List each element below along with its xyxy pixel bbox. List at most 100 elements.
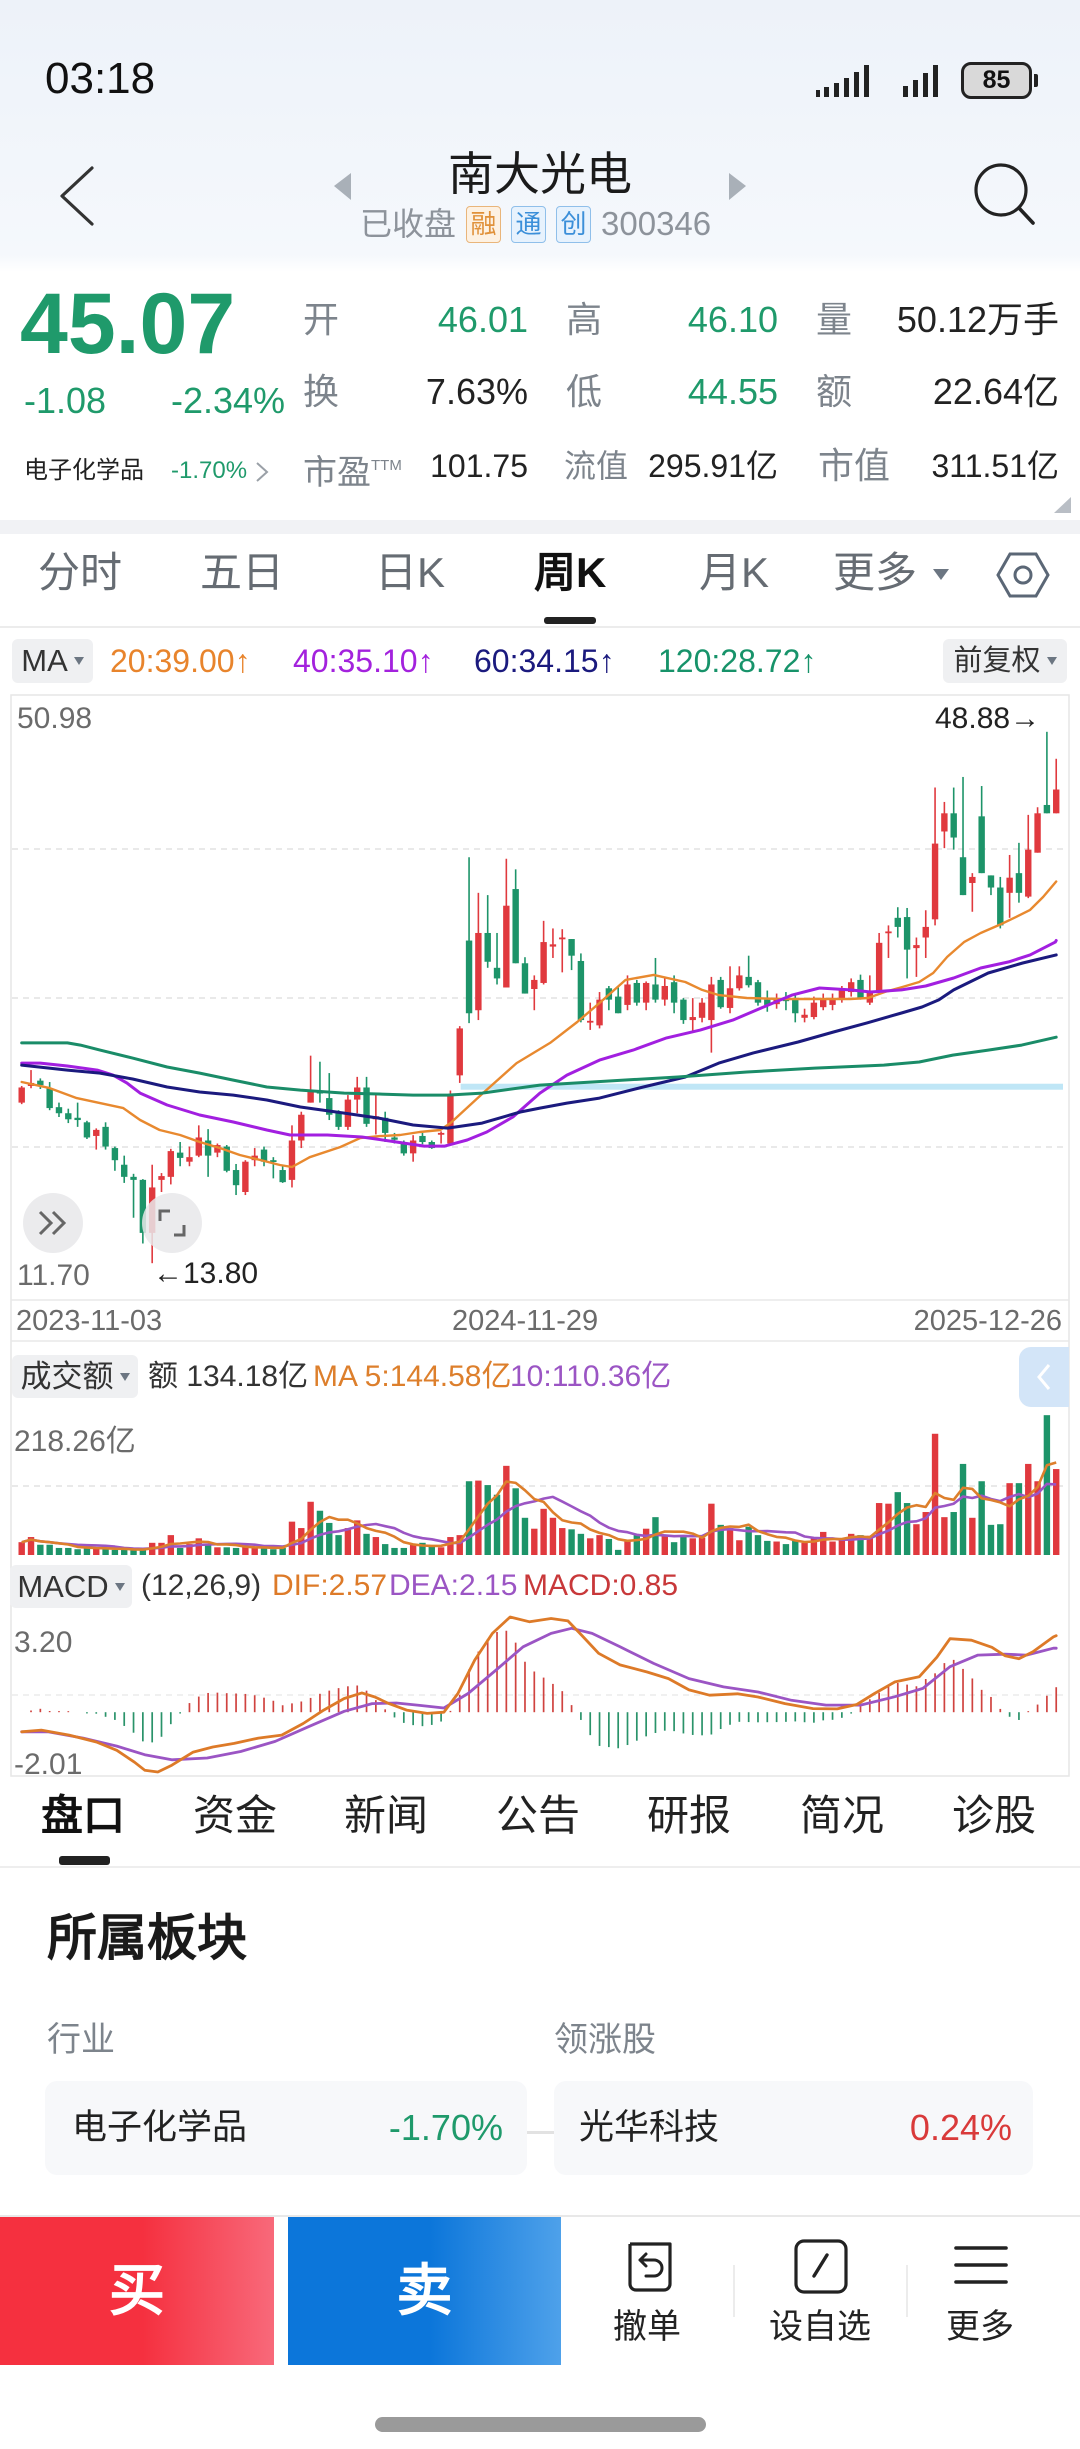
tab-daily-k[interactable]: 日K — [375, 549, 446, 596]
price-adjust-selector[interactable]: 前复权 — [943, 639, 1067, 683]
price-plot — [12, 731, 1068, 1264]
status-time: 03:18 — [45, 54, 156, 103]
leader-stock-card[interactable]: 光华科技 0.24% — [554, 2081, 1033, 2175]
candle — [680, 998, 687, 1024]
tab-intraday[interactable]: 分时 — [38, 549, 123, 596]
candle — [447, 1090, 454, 1146]
tab-five-day[interactable]: 五日 — [200, 549, 285, 596]
tab-research[interactable]: 研报 — [647, 1792, 732, 1839]
stock-subtitle: 已收盘 融 通 创 300346 — [360, 205, 711, 243]
candle — [298, 1111, 305, 1149]
scroll-to-latest-button[interactable] — [23, 1193, 83, 1253]
last-price: 45.07 — [20, 276, 236, 372]
price-axis-min: 11.70 — [17, 1259, 90, 1292]
macd-indicator-selector[interactable]: MACD — [10, 1565, 132, 1608]
volume-bar — [512, 1488, 519, 1555]
next-stock-arrow-icon[interactable] — [725, 170, 751, 204]
candle — [801, 1008, 808, 1023]
back-chevron-icon[interactable] — [50, 160, 110, 232]
volume-bar — [913, 1524, 920, 1555]
candle — [214, 1143, 221, 1158]
volume-bar — [223, 1547, 230, 1555]
tab-announcements[interactable]: 公告 — [496, 1792, 581, 1839]
volume-bar — [717, 1524, 724, 1555]
candle — [204, 1129, 212, 1177]
buy-button[interactable]: 买 — [0, 2217, 274, 2365]
candle — [512, 869, 519, 964]
volume-bar — [111, 1549, 119, 1555]
candle — [83, 1120, 91, 1139]
chevron-down-icon — [119, 1372, 130, 1381]
stat-value-open: 46.01 — [437, 299, 528, 340]
tab-weekly-k[interactable]: 周K — [534, 549, 607, 596]
expand-corner-icon[interactable] — [1050, 493, 1074, 517]
volume-indicator-selector[interactable]: 成交额 — [12, 1355, 138, 1398]
tab-news[interactable]: 新闻 — [344, 1792, 429, 1839]
candle — [260, 1146, 268, 1167]
prev-stock-arrow-icon[interactable] — [330, 170, 356, 204]
volume-bar — [18, 1542, 25, 1555]
volume-bar — [596, 1535, 603, 1555]
chart-settings-icon[interactable] — [995, 551, 1051, 599]
price-change-percent: -2.34% — [171, 380, 286, 421]
volume-bar — [587, 1538, 594, 1555]
tab-diagnosis[interactable]: 诊股 — [952, 1792, 1037, 1839]
candle — [521, 957, 529, 994]
stat-label-open: 开 — [303, 299, 340, 340]
tab-monthly-k[interactable]: 月K — [699, 549, 770, 596]
edit-watchlist-icon — [794, 2239, 848, 2294]
ma-selector[interactable]: MA — [12, 639, 93, 683]
volume-bar — [186, 1544, 193, 1555]
more-actions-button[interactable]: 更多 — [910, 2230, 1050, 2355]
collapse-panel-tab[interactable] — [1019, 1347, 1069, 1407]
tab-profile[interactable]: 简况 — [800, 1792, 885, 1839]
macd-dif-value: DIF:2.57 — [272, 1569, 388, 1602]
volume-bar — [829, 1541, 836, 1555]
card-connector — [527, 2131, 554, 2134]
sell-label: 卖 — [396, 2259, 453, 2322]
candle — [354, 1076, 361, 1114]
stat-label-turnover: 换 — [303, 371, 340, 412]
industry-card[interactable]: 电子化学品 -1.70% — [45, 2081, 527, 2175]
volume-bar — [810, 1538, 818, 1555]
home-indicator[interactable] — [375, 2417, 706, 2432]
tab-more-dropdown-icon[interactable] — [933, 569, 949, 580]
candle — [242, 1160, 249, 1196]
stat-value-high: 46.10 — [687, 299, 778, 340]
sell-button[interactable]: 卖 — [288, 2217, 561, 2365]
candle — [1053, 758, 1060, 814]
search-icon[interactable] — [965, 160, 1040, 230]
ma40-value: 40:35.10↑ — [293, 643, 434, 679]
stat-label-float-cap: 流值 — [564, 448, 629, 484]
chart-frame — [10, 694, 1070, 1777]
tab-more[interactable]: 更多 — [833, 549, 918, 596]
sector-link[interactable]: 电子化学品 -1.70% — [24, 456, 274, 486]
add-watchlist-button[interactable]: 设自选 — [750, 2230, 890, 2355]
ma-selector-label: MA — [21, 643, 68, 678]
volume-bar — [1034, 1481, 1041, 1555]
kline-chart[interactable] — [0, 690, 1080, 1780]
volume-bar — [642, 1528, 650, 1555]
stat-value-float-cap: 295.91亿 — [648, 448, 778, 484]
volume-bar — [1053, 1469, 1060, 1555]
cancel-order-button[interactable]: 撤单 — [580, 2230, 720, 2355]
volume-bar — [894, 1492, 901, 1555]
action-separator — [733, 2265, 735, 2317]
price-change: -1.08 — [24, 380, 107, 421]
volume-bar — [568, 1529, 575, 1555]
ma120-value: 120:28.72↑ — [658, 643, 817, 679]
ma40-line — [20, 939, 1058, 1148]
tab-order-book[interactable]: 盘口 — [41, 1792, 126, 1839]
fullscreen-button[interactable] — [142, 1193, 202, 1253]
macd-indicator-label: MACD — [17, 1568, 109, 1604]
volume-bar — [531, 1528, 538, 1555]
cellular-signal-icon — [816, 65, 938, 97]
volume-bar — [121, 1549, 128, 1555]
active-tab-indicator — [544, 617, 596, 624]
industry-name: 电子化学品 — [72, 2108, 248, 2147]
tab-capital-flow[interactable]: 资金 — [193, 1792, 278, 1839]
volume-bar — [176, 1547, 184, 1555]
candle — [745, 955, 752, 988]
macd-axis-max: 3.20 — [14, 1626, 73, 1659]
candle — [810, 996, 818, 1020]
